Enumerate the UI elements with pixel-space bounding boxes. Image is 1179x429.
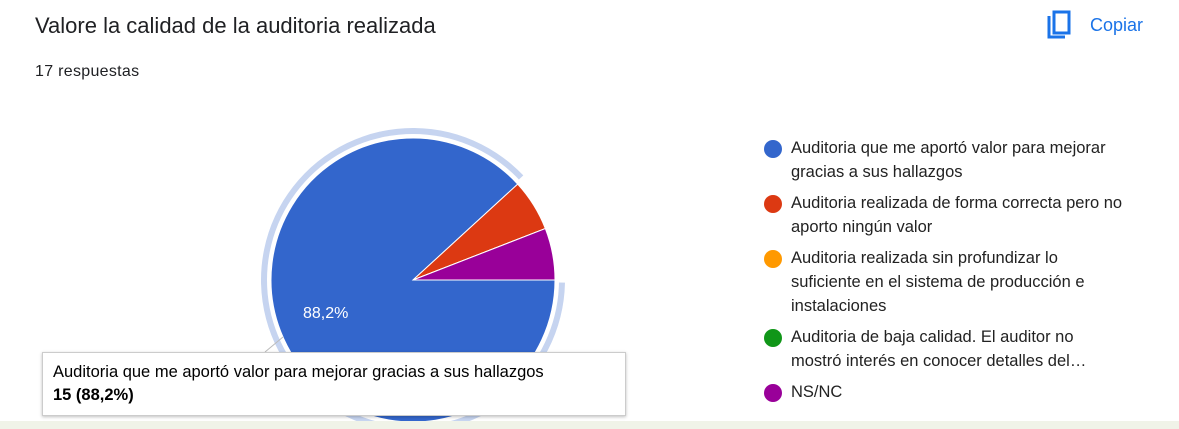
legend-swatch [764, 140, 782, 158]
copy-icon [1047, 10, 1071, 39]
legend: Auditoria que me aportó valor para mejor… [764, 136, 1124, 411]
slice-label: 88,2% [303, 305, 348, 322]
legend-label: Auditoria realizada sin profundizar lo s… [791, 249, 1085, 315]
legend-item: Auditoria que me aportó valor para mejor… [764, 136, 1124, 184]
tooltip-pointer [264, 336, 284, 353]
copy-button[interactable]: Copiar [1046, 10, 1143, 40]
legend-label: Auditoria realizada de forma correcta pe… [791, 194, 1123, 236]
tooltip-value: 15 (88,2%) [53, 386, 134, 404]
legend-item: NS/NC [764, 380, 1124, 404]
copy-label[interactable]: Copiar [1090, 14, 1144, 35]
legend-swatch [764, 195, 782, 213]
footer-strip [0, 421, 1179, 429]
legend-swatch [764, 250, 782, 268]
tooltip: Auditoria que me aportó valor para mejor… [42, 352, 626, 416]
legend-item: Auditoria de baja calidad. El auditor no… [764, 325, 1124, 373]
legend-label: NS/NC [791, 383, 843, 401]
legend-swatch [764, 384, 782, 402]
title: Valore la calidad de la auditoria realiz… [35, 13, 436, 38]
legend-item: Auditoria realizada sin profundizar lo s… [764, 246, 1124, 318]
legend-item: Auditoria realizada de forma correcta pe… [764, 191, 1124, 239]
legend-label: Auditoria de baja calidad. El auditor no… [791, 328, 1087, 370]
response-count: 17 respuestas [35, 63, 140, 80]
tooltip-title: Auditoria que me aportó valor para mejor… [53, 363, 544, 381]
slice [412, 227, 556, 281]
legend-label: Auditoria que me aportó valor para mejor… [791, 139, 1106, 181]
legend-swatch [764, 329, 782, 347]
